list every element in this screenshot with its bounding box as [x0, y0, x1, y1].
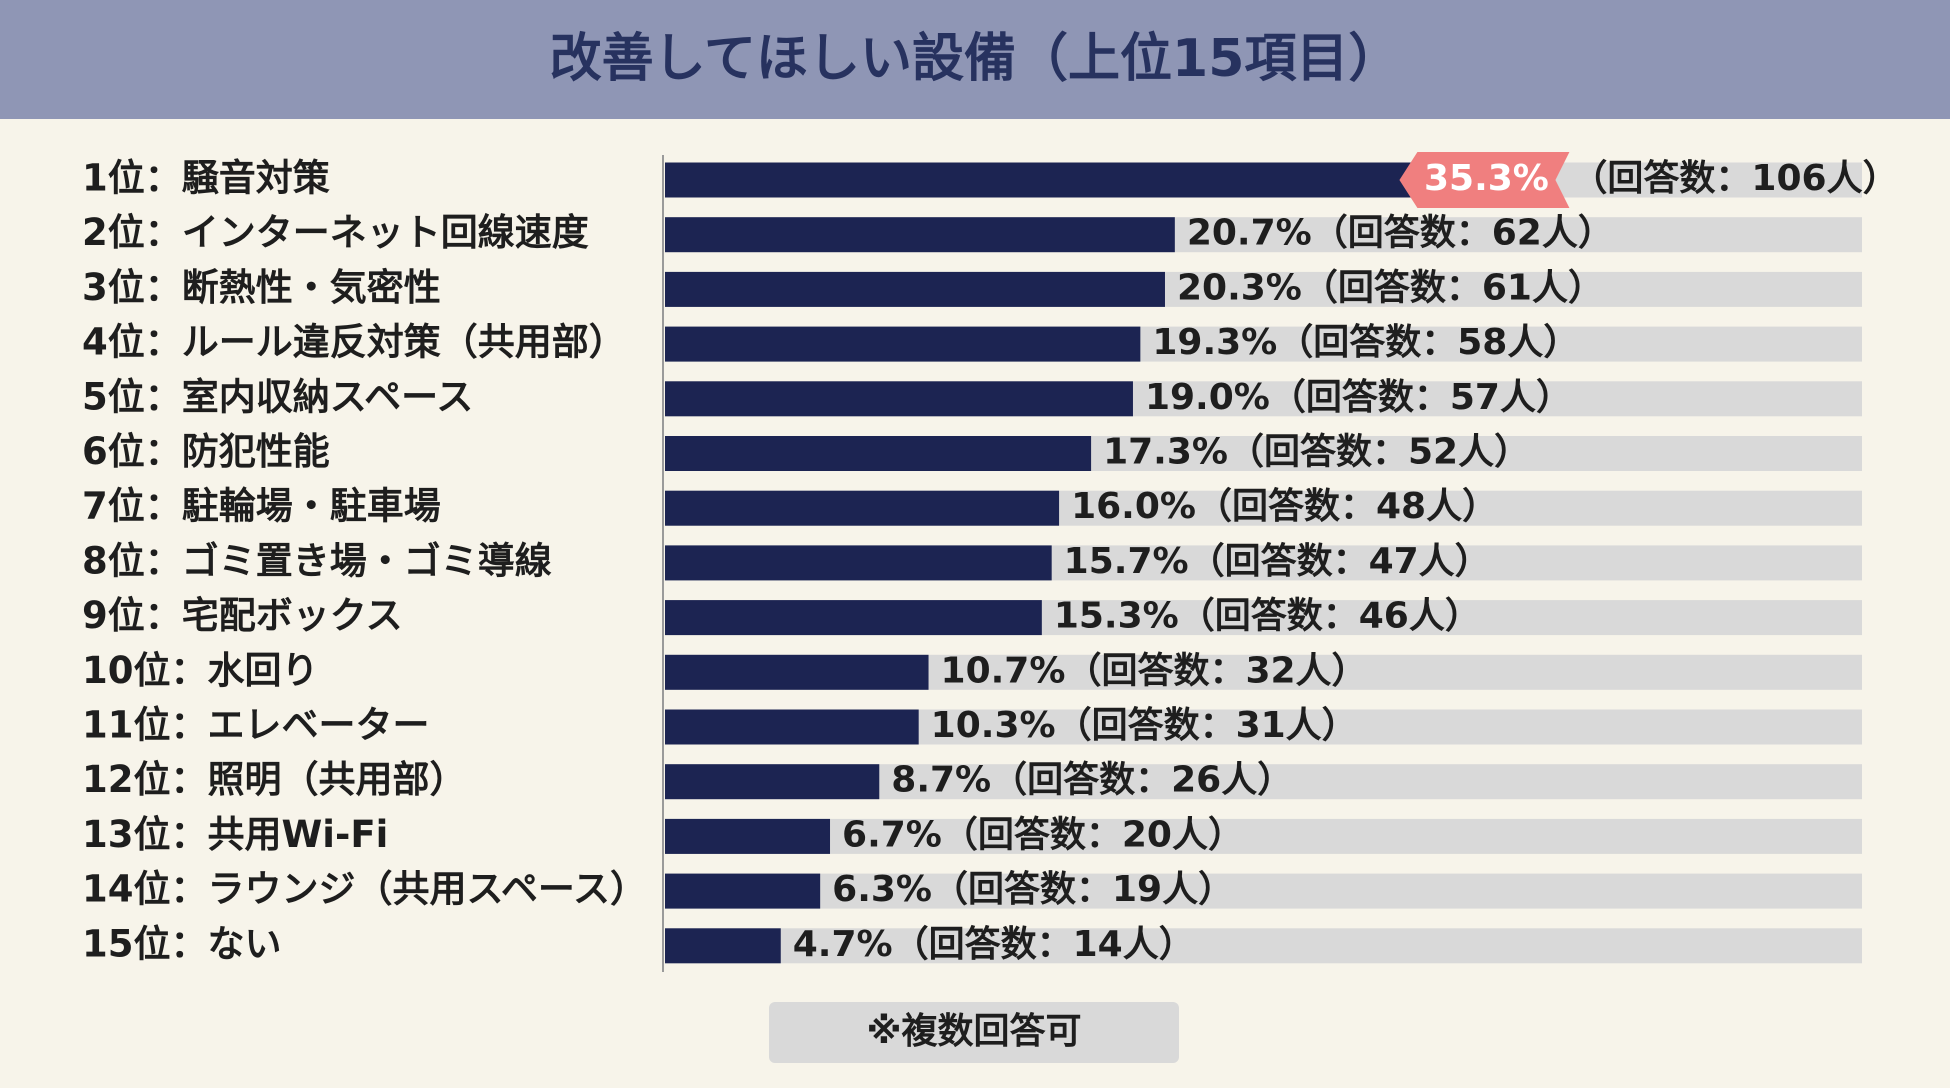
- count-label: （回答数：61人）: [1302, 267, 1604, 308]
- bar: [665, 654, 929, 690]
- bar: [665, 326, 1141, 362]
- value-label: 20.3%: [1177, 267, 1302, 308]
- count-label: （回答数：46人）: [1179, 596, 1481, 637]
- bar-track: [665, 873, 1862, 909]
- bar: [665, 381, 1133, 417]
- value-label: 4.7%: [793, 924, 893, 965]
- category-label: 8位：ゴミ置き場・ゴミ導線: [82, 539, 552, 582]
- count-label: （回答数：20人）: [942, 814, 1244, 855]
- category-label: 11位：エレベーター: [82, 704, 430, 747]
- value-label: 10.3%: [931, 705, 1056, 746]
- count-label: （回答数：47人）: [1189, 541, 1491, 582]
- category-label: 1位：騒音対策: [82, 157, 330, 200]
- bar-track: [665, 818, 1862, 854]
- count-label: （回答数：19人）: [932, 869, 1234, 910]
- value-label: 20.7%: [1187, 213, 1312, 254]
- category-label: 4位：ルール違反対策（共用部）: [82, 321, 626, 364]
- category-label: 15位：ない: [82, 922, 282, 965]
- bar: [665, 928, 781, 964]
- count-label: （回答数：48人）: [1196, 486, 1498, 527]
- title-band: [0, 0, 1950, 119]
- value-label: 6.3%: [832, 869, 932, 910]
- bar: [665, 162, 1535, 198]
- highlight-badge: [1399, 152, 1570, 208]
- value-label: 6.7%: [842, 814, 942, 855]
- count-label: （回答数：14人）: [893, 924, 1195, 965]
- value-label: 19.0%: [1145, 377, 1270, 418]
- bar: [665, 873, 821, 909]
- bar: [665, 490, 1060, 526]
- category-label: 6位：防犯性能: [82, 430, 330, 473]
- category-label: 14位：ラウンジ（共用スペース）: [82, 868, 647, 911]
- count-label: （回答数：32人）: [1065, 650, 1367, 691]
- footnote: ※複数回答可: [867, 1011, 1082, 1052]
- value-label: 15.7%: [1064, 541, 1189, 582]
- footnote-box: [769, 1002, 1179, 1063]
- chart-title: 改善してほしい設備（上位15項目）: [550, 29, 1401, 89]
- value-label: 10.7%: [941, 650, 1066, 691]
- count-label: （回答数：58人）: [1277, 322, 1579, 363]
- count-label: （回答数：57人）: [1270, 377, 1572, 418]
- category-label: 10位：水回り: [82, 649, 319, 692]
- count-label: （回答数：31人）: [1056, 705, 1358, 746]
- category-label: 5位：室内収納スペース: [82, 375, 473, 418]
- count-label: （回答数：106人）: [1571, 158, 1898, 199]
- value-label: 8.7%: [891, 760, 991, 801]
- category-label: 12位：照明（共用部）: [82, 758, 467, 801]
- count-label: （回答数：26人）: [991, 760, 1293, 801]
- bar: [665, 600, 1042, 636]
- bar: [665, 709, 919, 745]
- value-label: 16.0%: [1071, 486, 1196, 527]
- value-label: 15.3%: [1054, 596, 1179, 637]
- category-label: 3位：断熱性・気密性: [82, 266, 441, 309]
- category-label: 13位：共用Wi-Fi: [82, 813, 388, 856]
- bar: [665, 436, 1092, 471]
- value-label: 19.3%: [1152, 322, 1277, 363]
- bar-track: [665, 928, 1862, 964]
- count-label: （回答数：52人）: [1228, 432, 1530, 473]
- bar: [665, 217, 1175, 253]
- value-label: 35.3%: [1424, 158, 1549, 199]
- category-label: 9位：宅配ボックス: [82, 594, 403, 637]
- category-label: 2位：インターネット回線速度: [82, 211, 589, 254]
- count-label: （回答数：62人）: [1312, 213, 1614, 254]
- value-label: 17.3%: [1103, 432, 1228, 473]
- bar: [665, 818, 831, 854]
- bar: [665, 545, 1052, 581]
- category-label: 7位：駐輪場・駐車場: [82, 485, 441, 528]
- bar: [665, 764, 880, 800]
- bar: [665, 271, 1165, 307]
